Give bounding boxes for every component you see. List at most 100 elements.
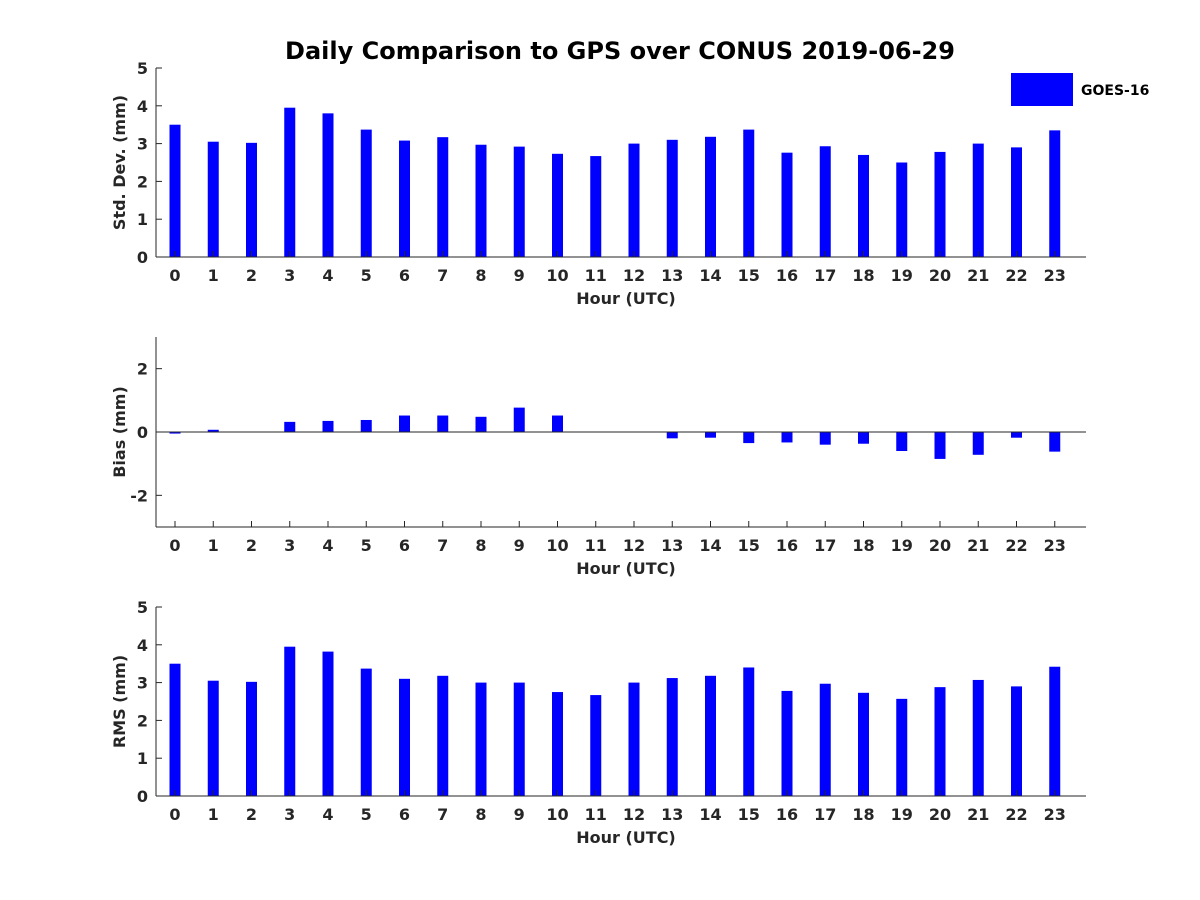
x-tick-label-rms-11: 11 bbox=[585, 805, 607, 824]
bar-rms-hour-14 bbox=[705, 675, 716, 796]
x-tick-label-std-19: 19 bbox=[891, 266, 913, 285]
bar-bias-hour-1 bbox=[207, 429, 219, 432]
bar-std-hour-5 bbox=[360, 129, 372, 257]
x-tick-label-std-1: 1 bbox=[208, 266, 219, 285]
y-axis-label-rms: RMS (mm) bbox=[110, 655, 129, 748]
x-tick-label-std-9: 9 bbox=[514, 266, 525, 285]
x-tick-label-std-12: 12 bbox=[623, 266, 645, 285]
legend-label-goes-16: GOES-16 bbox=[1081, 83, 1149, 99]
x-tick-label-rms-12: 12 bbox=[623, 805, 645, 824]
x-tick-label-rms-10: 10 bbox=[546, 805, 568, 824]
bar-rms-hour-2 bbox=[246, 681, 257, 796]
x-axis-label-rms: Hour (UTC) bbox=[576, 828, 676, 847]
bar-bias-hour-22 bbox=[1011, 432, 1022, 438]
bar-bias-hour-6 bbox=[399, 415, 410, 432]
bar-std-hour-17 bbox=[819, 146, 831, 257]
bar-std-hour-13 bbox=[666, 139, 678, 257]
x-tick-label-rms-18: 18 bbox=[852, 805, 874, 824]
x-tick-label-bias-8: 8 bbox=[475, 536, 486, 555]
x-tick-label-rms-17: 17 bbox=[814, 805, 836, 824]
x-tick-label-rms-14: 14 bbox=[699, 805, 721, 824]
y-tick-label-rms-1: 1 bbox=[137, 749, 148, 768]
x-tick-label-std-5: 5 bbox=[361, 266, 372, 285]
x-tick-label-rms-9: 9 bbox=[514, 805, 525, 824]
bar-std-hour-22 bbox=[1011, 147, 1022, 257]
x-tick-label-bias-15: 15 bbox=[738, 536, 760, 555]
x-tick-label-bias-10: 10 bbox=[546, 536, 568, 555]
bar-bias-hour-9 bbox=[513, 407, 525, 432]
bar-rms-hour-10 bbox=[552, 692, 563, 796]
y-tick-label-std-5: 5 bbox=[137, 59, 148, 78]
bar-bias-hour-14 bbox=[705, 432, 716, 438]
x-tick-label-bias-2: 2 bbox=[246, 536, 257, 555]
y-axis-label-bias: Bias (mm) bbox=[110, 386, 129, 478]
bar-rms-hour-9 bbox=[513, 682, 525, 796]
bar-std-hour-21 bbox=[972, 143, 984, 257]
bar-rms-hour-3 bbox=[284, 646, 296, 796]
x-tick-label-std-4: 4 bbox=[322, 266, 333, 285]
x-tick-label-std-11: 11 bbox=[585, 266, 607, 285]
x-tick-label-std-23: 23 bbox=[1044, 266, 1066, 285]
x-tick-label-std-7: 7 bbox=[437, 266, 448, 285]
bar-rms-hour-20 bbox=[934, 687, 946, 796]
x-tick-label-std-10: 10 bbox=[546, 266, 568, 285]
x-tick-label-std-6: 6 bbox=[399, 266, 410, 285]
bar-std-hour-2 bbox=[246, 142, 257, 257]
bar-rms-hour-4 bbox=[322, 651, 334, 796]
bar-rms-hour-8 bbox=[475, 682, 487, 796]
y-tick-label-bias-2: 2 bbox=[137, 360, 148, 379]
x-tick-label-bias-1: 1 bbox=[208, 536, 219, 555]
bar-std-hour-18 bbox=[858, 154, 869, 257]
bar-bias-hour-3 bbox=[284, 421, 296, 432]
x-tick-label-std-0: 0 bbox=[169, 266, 180, 285]
bar-rms-hour-5 bbox=[360, 668, 372, 796]
bar-bias-hour-16 bbox=[781, 432, 793, 443]
bar-bias-hour-0 bbox=[169, 432, 181, 434]
x-tick-label-rms-15: 15 bbox=[738, 805, 760, 824]
bar-bias-hour-19 bbox=[896, 432, 908, 451]
bar-std-hour-1 bbox=[207, 141, 219, 257]
bar-std-hour-23 bbox=[1049, 130, 1061, 257]
bar-std-hour-20 bbox=[934, 151, 946, 257]
bar-std-hour-3 bbox=[284, 107, 296, 257]
bar-rms-hour-19 bbox=[896, 698, 908, 796]
y-tick-label-rms-0: 0 bbox=[137, 787, 148, 806]
x-tick-label-bias-14: 14 bbox=[699, 536, 721, 555]
bar-rms-hour-17 bbox=[819, 683, 831, 796]
y-tick-label-rms-5: 5 bbox=[137, 598, 148, 617]
x-tick-label-rms-21: 21 bbox=[967, 805, 989, 824]
bar-std-hour-8 bbox=[475, 144, 487, 257]
x-tick-label-rms-2: 2 bbox=[246, 805, 257, 824]
bar-rms-hour-7 bbox=[437, 675, 449, 796]
x-tick-label-rms-23: 23 bbox=[1044, 805, 1066, 824]
bar-std-hour-9 bbox=[513, 146, 525, 257]
bar-std-hour-12 bbox=[628, 143, 640, 257]
x-tick-label-rms-0: 0 bbox=[169, 805, 180, 824]
x-tick-label-rms-4: 4 bbox=[322, 805, 333, 824]
x-tick-label-rms-19: 19 bbox=[891, 805, 913, 824]
y-tick-label-std-1: 1 bbox=[137, 210, 148, 229]
y-tick-label-std-2: 2 bbox=[137, 172, 148, 191]
bar-rms-hour-13 bbox=[666, 678, 678, 796]
x-tick-label-std-22: 22 bbox=[1005, 266, 1027, 285]
bar-std-hour-16 bbox=[781, 152, 793, 257]
y-tick-label-rms-3: 3 bbox=[137, 674, 148, 693]
x-tick-label-rms-5: 5 bbox=[361, 805, 372, 824]
x-tick-label-bias-5: 5 bbox=[361, 536, 372, 555]
chart-title: Daily Comparison to GPS over CONUS 2019-… bbox=[285, 37, 955, 65]
x-tick-label-bias-23: 23 bbox=[1044, 536, 1066, 555]
x-tick-label-rms-1: 1 bbox=[208, 805, 219, 824]
x-tick-label-bias-17: 17 bbox=[814, 536, 836, 555]
bar-rms-hour-23 bbox=[1049, 666, 1061, 796]
bar-rms-hour-21 bbox=[972, 679, 984, 796]
bar-bias-hour-13 bbox=[666, 432, 678, 439]
x-tick-label-std-21: 21 bbox=[967, 266, 989, 285]
x-tick-label-bias-3: 3 bbox=[284, 536, 295, 555]
x-tick-label-rms-3: 3 bbox=[284, 805, 295, 824]
y-tick-label-rms-4: 4 bbox=[137, 636, 148, 655]
